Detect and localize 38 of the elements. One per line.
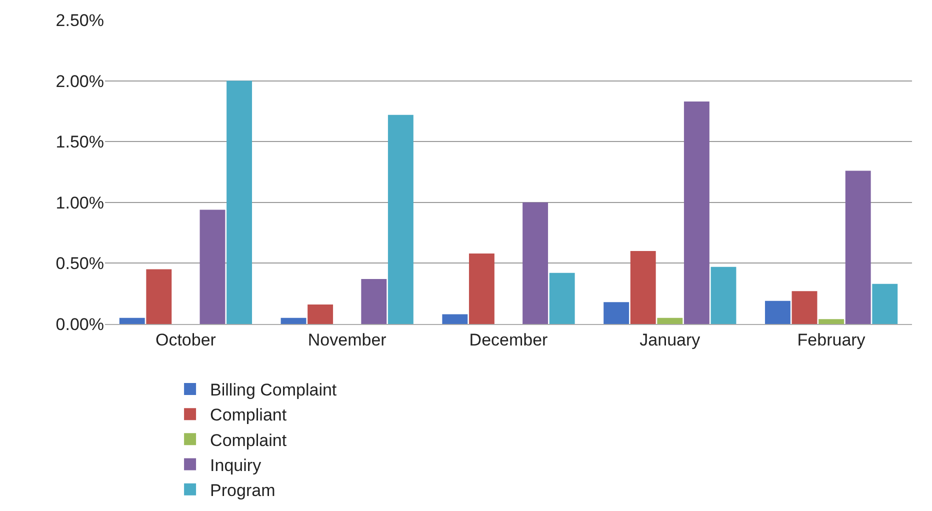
bar — [308, 304, 334, 324]
bar — [630, 251, 656, 324]
bar — [684, 101, 710, 324]
y-tick-label: 2.00% — [56, 72, 104, 91]
bar — [468, 253, 494, 324]
y-tick-label: 0.00% — [56, 314, 104, 334]
legend-label: Inquiry — [210, 456, 262, 475]
bar — [710, 266, 736, 324]
bar — [792, 291, 818, 324]
x-tick-label: February — [797, 330, 866, 350]
bar — [361, 279, 387, 324]
bar — [764, 300, 790, 324]
legend-label: Billing Complaint — [210, 380, 337, 400]
x-tick-label: December — [469, 330, 548, 350]
bar — [818, 319, 844, 324]
bar — [119, 318, 145, 324]
legend-label: Compliant — [210, 406, 287, 425]
y-tick-label: 1.50% — [56, 132, 104, 152]
bar — [657, 318, 683, 324]
bar — [388, 114, 414, 324]
bar — [845, 170, 871, 324]
bar — [200, 210, 226, 324]
legend-label: Complaint — [210, 430, 287, 450]
bar — [146, 269, 172, 324]
bar — [442, 314, 468, 324]
x-tick-label: November — [308, 330, 387, 350]
y-tick-label: 0.50% — [56, 254, 104, 274]
bar — [872, 284, 898, 324]
x-tick-label: January — [640, 330, 701, 350]
bar — [522, 202, 548, 324]
x-tick-label: October — [155, 330, 216, 350]
bar — [280, 318, 306, 324]
y-tick-label: 2.50% — [56, 10, 104, 30]
y-tick-label: 1.00% — [56, 193, 104, 212]
bar — [604, 302, 630, 324]
bar — [549, 272, 575, 324]
bar — [226, 80, 252, 324]
legend-label: Program — [210, 481, 276, 500]
